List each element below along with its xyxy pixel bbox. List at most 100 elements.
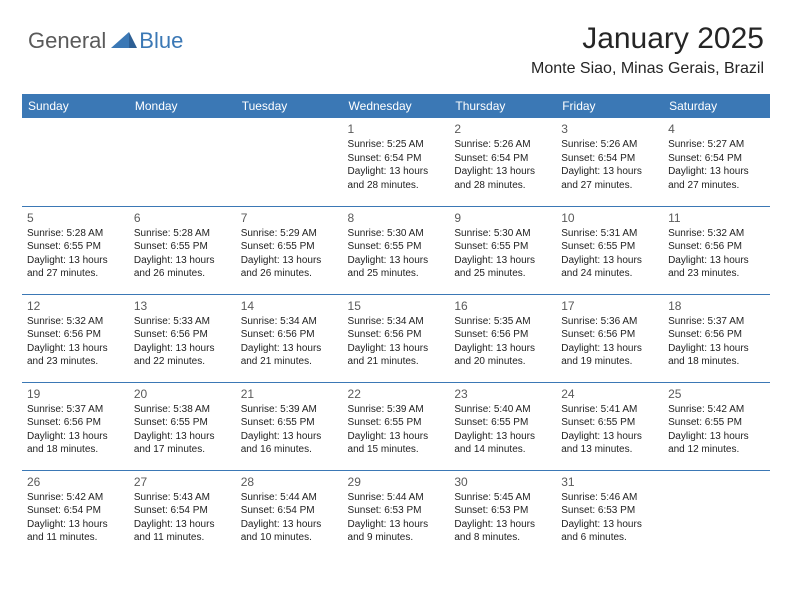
day-daylight2: and 26 minutes. (241, 267, 338, 281)
day-number: 22 (348, 387, 445, 401)
day-number: 6 (134, 211, 231, 225)
day-number: 3 (561, 122, 658, 136)
day-cell: 17 Sunrise: 5:36 AMSunset: 6:56 PMDayligh… (556, 294, 663, 382)
day-sunrise: Sunrise: 5:43 AM (134, 491, 231, 505)
day-sunrise: Sunrise: 5:35 AM (454, 315, 551, 329)
day-sunset: Sunset: 6:55 PM (561, 240, 658, 254)
page-header: General Blue January 2025 Monte Siao, Mi… (0, 0, 792, 86)
day-daylight1: Daylight: 13 hours (454, 342, 551, 356)
day-number: 24 (561, 387, 658, 401)
brand-text-blue: Blue (139, 28, 183, 54)
month-title: January 2025 (531, 22, 764, 56)
day-sunrise: Sunrise: 5:37 AM (27, 403, 124, 417)
day-daylight2: and 12 minutes. (668, 443, 765, 457)
day-cell: 19Sunrise: 5:37 AMSunset: 6:56 PMDayligh… (22, 382, 129, 470)
day-number: 4 (668, 122, 765, 136)
day-daylight1: Daylight: 13 hours (561, 254, 658, 268)
day-sunset: Sunset: 6:56 PM (454, 328, 551, 342)
day-number: 14 (241, 299, 338, 313)
day-daylight1: Daylight: 13 hours (27, 342, 124, 356)
day-of-week-row: Sunday Monday Tuesday Wednesday Thursday… (22, 94, 770, 118)
day-sunrise: Sunrise: 5:42 AM (27, 491, 124, 505)
day-daylight1: Daylight: 13 hours (134, 254, 231, 268)
day-sunrise: Sunrise: 5:36 AM (561, 315, 658, 329)
day-sunset: Sunset: 6:55 PM (348, 416, 445, 430)
day-daylight2: and 9 minutes. (348, 531, 445, 545)
day-sunrise: Sunrise: 5:44 AM (348, 491, 445, 505)
day-daylight1: Daylight: 13 hours (348, 165, 445, 179)
day-sunrise: Sunrise: 5:44 AM (241, 491, 338, 505)
day-sunset: Sunset: 6:55 PM (454, 416, 551, 430)
calendar-table: Sunday Monday Tuesday Wednesday Thursday… (22, 94, 770, 558)
day-sunset: Sunset: 6:55 PM (348, 240, 445, 254)
day-cell: 31Sunrise: 5:46 AMSunset: 6:53 PMDayligh… (556, 470, 663, 558)
day-sunset: Sunset: 6:53 PM (348, 504, 445, 518)
day-number: 11 (668, 211, 765, 225)
day-daylight1: Daylight: 13 hours (241, 430, 338, 444)
day-cell: 4Sunrise: 5:27 AMSunset: 6:54 PMDaylight… (663, 118, 770, 206)
day-sunrise: Sunrise: 5:28 AM (27, 227, 124, 241)
day-daylight2: and 14 minutes. (454, 443, 551, 457)
day-sunrise: Sunrise: 5:32 AM (27, 315, 124, 329)
day-number: 2 (454, 122, 551, 136)
day-sunrise: Sunrise: 5:34 AM (241, 315, 338, 329)
day-cell: 11Sunrise: 5:32 AMSunset: 6:56 PMDayligh… (663, 206, 770, 294)
day-daylight1: Daylight: 13 hours (561, 165, 658, 179)
day-sunrise: Sunrise: 5:26 AM (561, 138, 658, 152)
day-number: 29 (348, 475, 445, 489)
day-daylight1: Daylight: 13 hours (348, 518, 445, 532)
day-sunrise: Sunrise: 5:28 AM (134, 227, 231, 241)
day-cell: 14Sunrise: 5:34 AMSunset: 6:56 PMDayligh… (236, 294, 343, 382)
day-daylight2: and 27 minutes. (668, 179, 765, 193)
day-number: 13 (134, 299, 231, 313)
day-sunrise: Sunrise: 5:30 AM (348, 227, 445, 241)
day-daylight2: and 28 minutes. (454, 179, 551, 193)
dow-wednesday: Wednesday (343, 94, 450, 118)
dow-thursday: Thursday (449, 94, 556, 118)
day-sunset: Sunset: 6:56 PM (561, 328, 658, 342)
day-cell: 12Sunrise: 5:32 AMSunset: 6:56 PMDayligh… (22, 294, 129, 382)
day-cell: 7Sunrise: 5:29 AMSunset: 6:55 PMDaylight… (236, 206, 343, 294)
day-daylight1: Daylight: 13 hours (668, 165, 765, 179)
day-cell: 29 Sunrise: 5:44 AMSunset: 6:53 PMDayligh… (343, 470, 450, 558)
day-cell: 8Sunrise: 5:30 AMSunset: 6:55 PMDaylight… (343, 206, 450, 294)
dow-monday: Monday (129, 94, 236, 118)
day-cell: 3Sunrise: 5:26 AMSunset: 6:54 PMDaylight… (556, 118, 663, 206)
day-daylight1: Daylight: 13 hours (241, 342, 338, 356)
day-daylight2: and 6 minutes. (561, 531, 658, 545)
calendar-body: 1Sunrise: 5:25 AMSunset: 6:54 PMDaylight… (22, 118, 770, 558)
day-number: 26 (27, 475, 124, 489)
day-daylight2: and 23 minutes. (668, 267, 765, 281)
empty-cell (129, 118, 236, 206)
day-sunset: Sunset: 6:54 PM (27, 504, 124, 518)
day-cell: 5Sunrise: 5:28 AMSunset: 6:55 PMDaylight… (22, 206, 129, 294)
day-sunrise: Sunrise: 5:27 AM (668, 138, 765, 152)
day-daylight2: and 19 minutes. (561, 355, 658, 369)
day-sunset: Sunset: 6:56 PM (668, 328, 765, 342)
day-sunrise: Sunrise: 5:32 AM (668, 227, 765, 241)
day-sunset: Sunset: 6:53 PM (561, 504, 658, 518)
day-daylight1: Daylight: 13 hours (668, 342, 765, 356)
day-daylight2: and 25 minutes. (348, 267, 445, 281)
dow-saturday: Saturday (663, 94, 770, 118)
week-row: 12Sunrise: 5:32 AMSunset: 6:56 PMDayligh… (22, 294, 770, 382)
day-daylight2: and 10 minutes. (241, 531, 338, 545)
day-number: 30 (454, 475, 551, 489)
day-daylight2: and 8 minutes. (454, 531, 551, 545)
day-cell: 20Sunrise: 5:38 AMSunset: 6:55 PMDayligh… (129, 382, 236, 470)
day-cell: 1Sunrise: 5:25 AMSunset: 6:54 PMDaylight… (343, 118, 450, 206)
day-sunrise: Sunrise: 5:31 AM (561, 227, 658, 241)
day-number: 17 (561, 299, 658, 313)
day-sunrise: Sunrise: 5:42 AM (668, 403, 765, 417)
day-daylight1: Daylight: 13 hours (561, 342, 658, 356)
brand-text-general: General (28, 28, 106, 54)
day-daylight1: Daylight: 13 hours (134, 342, 231, 356)
day-sunset: Sunset: 6:55 PM (241, 416, 338, 430)
day-number: 16 (454, 299, 551, 313)
brand-logo: General Blue (28, 28, 183, 54)
day-sunset: Sunset: 6:55 PM (241, 240, 338, 254)
day-sunset: Sunset: 6:54 PM (348, 152, 445, 166)
day-cell: 21Sunrise: 5:39 AMSunset: 6:55 PMDayligh… (236, 382, 343, 470)
day-number: 5 (27, 211, 124, 225)
day-cell: 6Sunrise: 5:28 AMSunset: 6:55 PMDaylight… (129, 206, 236, 294)
